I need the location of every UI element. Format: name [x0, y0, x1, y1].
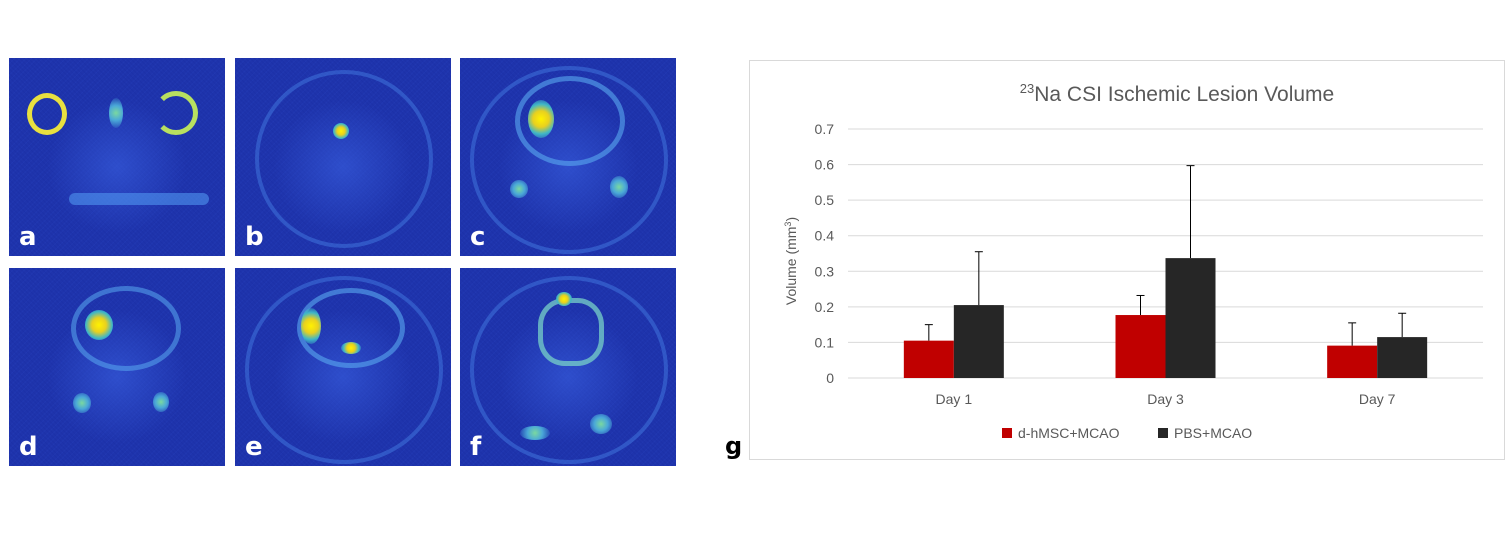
y-tick-label: 0	[826, 370, 834, 386]
brain-outline	[515, 76, 625, 166]
mri-panel-a: a	[9, 58, 225, 256]
top-spot	[556, 292, 572, 306]
panel-label: b	[245, 222, 264, 252]
base-right	[590, 414, 612, 434]
spot-left	[73, 393, 91, 413]
panel-label: d	[19, 432, 38, 462]
y-tick-labels: 0 0.1 0.2 0.3 0.4 0.5 0.6 0.7	[815, 121, 835, 386]
x-tick-labels: Day 1 Day 3 Day 7	[936, 391, 1396, 407]
panel-label: a	[19, 222, 37, 252]
title-text: Na CSI Ischemic Lesion Volume	[1034, 83, 1334, 106]
lesion	[85, 310, 113, 340]
y-tick-label: 0.3	[815, 263, 835, 279]
mri-panel-b: b	[235, 58, 451, 256]
mri-panel-d: d	[9, 268, 225, 466]
bar-pbs-mcao	[953, 305, 1004, 378]
pentagon-structure	[538, 298, 604, 366]
spot-right	[610, 176, 628, 198]
bar-chart: 23Na CSI Ischemic Lesion Volume 00.10.20…	[783, 81, 1483, 441]
x-tick-label: Day 1	[936, 391, 973, 407]
bars	[903, 258, 1428, 378]
panel-label: e	[245, 432, 263, 462]
legend: d-hMSC+MCAO PBS+MCAO	[1002, 425, 1252, 441]
y-axis-label-superscript: 3	[783, 222, 793, 227]
structure	[109, 98, 123, 128]
y-tick-label: 0.4	[815, 228, 835, 244]
error-bars	[924, 165, 1407, 346]
spot-left	[510, 180, 528, 198]
y-tick-label: 0.5	[815, 192, 835, 208]
brain-outline	[71, 286, 181, 371]
bar-d-hmsc-mcao	[1115, 315, 1166, 378]
title-superscript: 23	[1020, 81, 1034, 96]
head-outline	[470, 66, 668, 254]
legend-label: PBS+MCAO	[1174, 425, 1252, 441]
brain-outline	[297, 288, 405, 368]
bar-pbs-mcao	[1165, 258, 1216, 378]
chart-panel-label: g	[725, 432, 743, 460]
y-tick-label: 0.1	[815, 334, 835, 350]
legend-label: d-hMSC+MCAO	[1018, 425, 1120, 441]
bar-d-hmsc-mcao	[903, 340, 954, 378]
y-axis-label-end: )	[783, 217, 799, 222]
y-tick-label: 0.2	[815, 299, 835, 315]
y-tick-label: 0.7	[815, 121, 835, 137]
panel-label: f	[470, 432, 482, 462]
bar-d-hmsc-mcao	[1327, 345, 1378, 378]
y-tick-label: 0.6	[815, 157, 835, 173]
panel-label: c	[470, 222, 486, 252]
spot-right	[153, 392, 169, 412]
hotspot	[333, 123, 349, 139]
jaw-band	[69, 193, 209, 205]
lesion	[528, 100, 554, 138]
base-left	[520, 426, 550, 440]
head-outline	[470, 276, 668, 464]
mri-panel-f: f	[460, 268, 676, 466]
mri-panel-e: e	[235, 268, 451, 466]
chart-container: 23Na CSI Ischemic Lesion Volume 0 0.1 0.2 0…	[749, 60, 1505, 460]
head-outline	[245, 276, 443, 464]
legend-swatch	[1158, 428, 1168, 438]
x-tick-label: Day 3	[1147, 391, 1184, 407]
x-tick-label: Day 7	[1359, 391, 1396, 407]
eye-right	[154, 91, 198, 135]
mri-panel-c: c	[460, 58, 676, 256]
bar-pbs-mcao	[1377, 337, 1428, 378]
spot	[341, 342, 361, 354]
lesion	[301, 308, 321, 344]
y-axis-label-text: Volume (mm	[783, 227, 799, 306]
head-outline	[255, 70, 433, 248]
legend-swatch	[1002, 428, 1012, 438]
eye-left	[27, 93, 67, 135]
y-axis-label: Volume (mm3)	[783, 217, 799, 305]
chart-title: 23Na CSI Ischemic Lesion Volume	[1020, 81, 1334, 106]
